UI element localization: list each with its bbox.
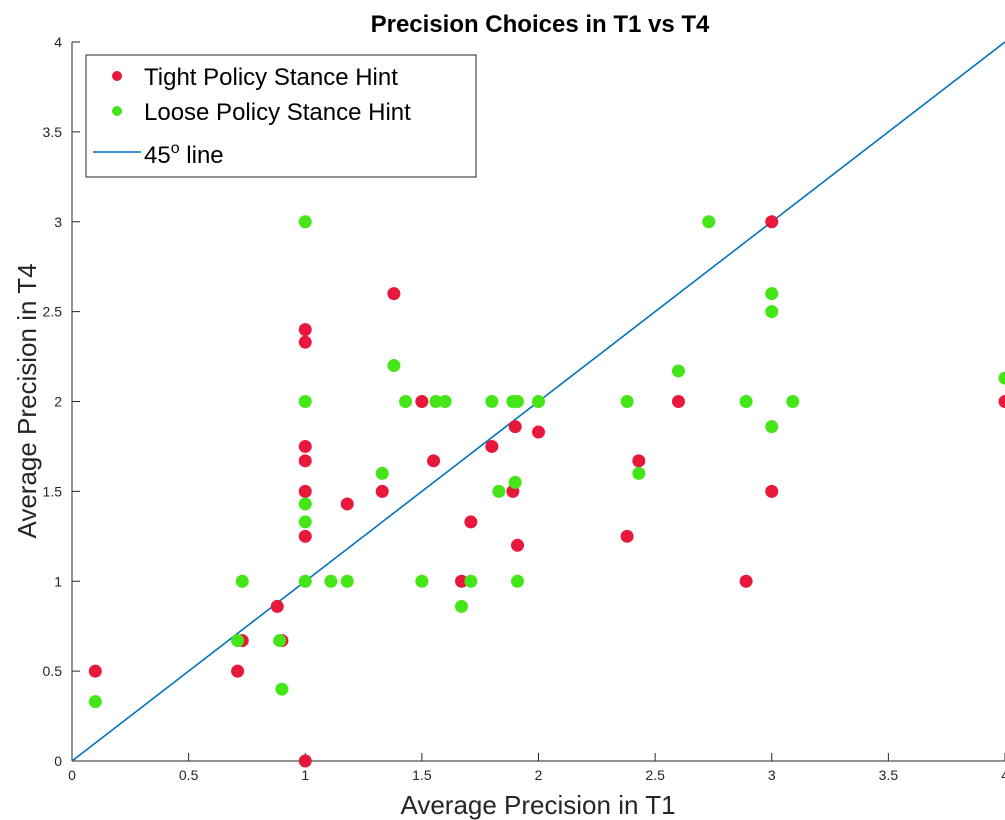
tight-policy-point [231, 664, 245, 678]
x-tick-label: 0.5 [179, 767, 199, 783]
legend-box [85, 54, 477, 178]
loose-policy-point [387, 359, 401, 373]
plot-area [71, 41, 1005, 768]
y-tick-label: 3 [54, 214, 62, 230]
x-tick-label: 2.5 [645, 767, 665, 783]
loose-policy-point [464, 574, 478, 588]
loose-policy-point [492, 484, 506, 498]
loose-policy-point [324, 574, 338, 588]
tight-policy-point [671, 395, 685, 408]
loose-policy-point [298, 574, 312, 588]
loose-policy-point [273, 634, 287, 648]
loose-policy-point [998, 371, 1005, 385]
tight-policy-point [532, 425, 545, 439]
x-tick-label: 3.5 [879, 767, 899, 783]
loose-policy-point [415, 574, 429, 588]
legend-line-superscript: o [171, 140, 180, 157]
chart-title: Precision Choices in T1 vs T4 [371, 11, 710, 38]
loose-policy-point [88, 695, 102, 709]
y-ticks: 0 0.5 1 1.5 2 2.5 3 3.5 4 [43, 34, 80, 769]
loose-policy-point [511, 574, 525, 588]
tight-policy-point [387, 287, 401, 301]
tight-policy-point [88, 664, 102, 678]
legend-marker-tight [112, 71, 122, 81]
legend-label-loose: Loose Policy Stance Hint [144, 99, 411, 126]
loose-policy-point [702, 215, 716, 229]
tight-policy-point [415, 395, 429, 408]
loose-policy-point [765, 420, 779, 434]
y-tick-label: 0 [54, 753, 62, 769]
loose-policy-point [298, 215, 312, 229]
x-tick-label: 2 [535, 767, 543, 783]
loose-policy-point [739, 395, 753, 408]
tight-policy-point [298, 439, 312, 453]
loose-policy-point [765, 305, 779, 319]
loose-policy-point [632, 466, 646, 480]
legend-marker-loose [112, 106, 122, 116]
tight-policy-point [270, 599, 284, 613]
loose-policy-point [399, 395, 413, 408]
tight-policy-point [739, 574, 753, 588]
tight-policy-point [298, 323, 312, 337]
y-axis-label: Average Precision in T4 [12, 263, 42, 538]
loose-policy-point [438, 395, 452, 408]
tight-policy-point [464, 515, 478, 529]
tight-policy-point [765, 215, 779, 229]
loose-policy-point [340, 574, 354, 588]
loose-policy-point [298, 515, 312, 529]
loose-policy-point [532, 395, 545, 408]
loose-policy-point [620, 395, 634, 408]
tight-policy-point [375, 484, 389, 498]
loose-policy-point [429, 395, 443, 408]
loose-policy-point [235, 574, 249, 588]
loose-policy-point [671, 364, 685, 378]
tight-policy-point [485, 439, 499, 453]
loose-policy-point [485, 395, 499, 408]
tight-policy-point [340, 497, 354, 511]
loose-policy-point [275, 682, 289, 696]
tight-policy-point [455, 574, 469, 588]
legend-line-number: 45 [144, 142, 171, 169]
x-tick-label: 3 [768, 767, 776, 783]
loose-policy-point [511, 395, 525, 408]
tight-policy-point [427, 454, 441, 468]
x-tick-label: 1.5 [412, 767, 432, 783]
y-tick-label: 0.5 [43, 663, 63, 679]
x-axis-label: Average Precision in T1 [400, 790, 675, 820]
tight-policy-point [298, 754, 312, 768]
x-ticks: 0 0.5 1 1.5 2 2.5 3 3.5 4 [68, 753, 1005, 783]
tight-policy-point [620, 529, 634, 543]
tight-policy-point [765, 484, 779, 498]
legend: Tight Policy Stance Hint Loose Policy St… [85, 54, 477, 178]
loose-policy-point [455, 599, 469, 613]
tight-policy-point [508, 420, 522, 434]
tight-policy-point [998, 395, 1005, 408]
legend-line-suffix: line [180, 142, 224, 169]
y-tick-label: 3.5 [43, 124, 63, 140]
loose-policy-point [231, 634, 245, 648]
loose-policy-point [786, 395, 800, 408]
legend-label-tight: Tight Policy Stance Hint [144, 64, 398, 91]
tight-policy-point [298, 529, 312, 543]
y-tick-label: 2 [54, 394, 62, 410]
legend-label-line: 45o line [144, 140, 224, 169]
loose-policy-point [765, 287, 779, 301]
y-tick-label: 2.5 [43, 304, 63, 320]
loose-policy-point [508, 475, 522, 489]
x-tick-label: 4 [1001, 767, 1005, 783]
tight-policy-point [298, 454, 312, 468]
y-tick-label: 4 [54, 34, 62, 50]
x-tick-label: 1 [301, 767, 309, 783]
tight-policy-point [511, 538, 525, 552]
loose-policy-point [298, 497, 312, 511]
loose-policy-point [375, 466, 389, 480]
tight-policy-point [298, 335, 312, 349]
y-tick-label: 1 [54, 573, 62, 589]
y-tick-label: 1.5 [43, 483, 63, 499]
tight-policy-point [632, 454, 646, 468]
x-tick-label: 0 [68, 767, 76, 783]
tight-policy-point [298, 484, 312, 498]
loose-policy-point [298, 395, 312, 408]
